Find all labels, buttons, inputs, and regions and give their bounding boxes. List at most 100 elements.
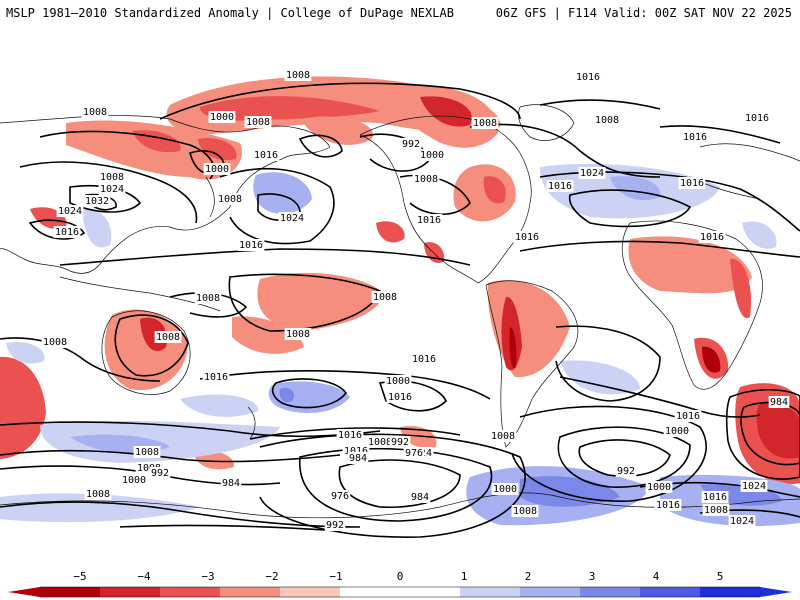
anomaly-antarctic-west [0, 493, 200, 523]
isobar-label-text: 1008 [137, 463, 161, 474]
isobar-label-background [702, 504, 730, 516]
coast-greenland [518, 104, 575, 141]
isobar-antarctic-1008 [119, 524, 341, 532]
isobar-label-background [154, 331, 182, 343]
colorbar-segment-pos3 [580, 587, 641, 597]
isobar-label-text: 1024 [280, 213, 304, 224]
isobar-label-text: 992 [402, 139, 420, 150]
coast-indonesia [59, 276, 221, 312]
colorbar-segment-neg2 [220, 587, 281, 597]
isobar-label: 976 [403, 447, 425, 459]
isobar-label: 1024 [740, 480, 768, 492]
isobar-label-background [674, 410, 702, 422]
isobar-label-background [194, 292, 222, 304]
isobar-siberia-1024 [69, 184, 142, 213]
colorbar-segment-neg5 [40, 587, 101, 597]
anomaly-southern-africa-core [702, 346, 721, 373]
isobar-label-background [491, 483, 519, 495]
isobar-label-text: 992 [391, 437, 409, 448]
isobar-label-text: 1008 [218, 194, 242, 205]
isobar-label-background [578, 167, 606, 179]
model-run-info: 06Z GFS | F114 Valid: 00Z SAT NOV 22 202… [495, 6, 792, 20]
isobar-label-background [593, 114, 621, 126]
coast-australia [101, 310, 191, 395]
colorbar-tick-label: 3 [589, 570, 596, 583]
coastlines [0, 104, 800, 519]
isobar-label: 1016 [252, 149, 280, 161]
isobar-roaring-992-b [259, 433, 526, 538]
colorbar-tick-label: 0 [397, 570, 404, 583]
isobar-label-background [120, 474, 148, 486]
isobar-south-indian-1016 [559, 376, 761, 418]
colorbar-tick-label: 5 [717, 570, 724, 583]
isobar-label-background [98, 171, 126, 183]
isobar-label-background [83, 195, 111, 207]
isobar-label-background [489, 430, 517, 442]
colorbar-tick-label: 4 [653, 570, 660, 583]
isobar-label-background [412, 173, 440, 185]
anomaly-eastern-us [453, 164, 516, 222]
isobar-label-text: 1000 [386, 376, 410, 387]
colorbar-segment-pos4 [640, 587, 701, 597]
isobar-label: 1016 [743, 112, 771, 124]
isobar-label: 1000 [208, 111, 236, 123]
isobar-low-center-976 [338, 459, 461, 509]
isobar-label: 1016 [701, 491, 729, 503]
isobar-tibet-1024 [28, 219, 86, 240]
isobar-europe-1016 [659, 125, 781, 144]
colorbar-tick-label: −4 [137, 570, 151, 583]
isobar-subtropical-high-1024 [271, 378, 347, 409]
isobar-label: 1000 [418, 149, 446, 161]
anomaly-india [82, 208, 112, 248]
coast-new-zealand [247, 406, 256, 440]
isobar-label-background [329, 490, 351, 502]
isobar-label-background [284, 328, 312, 340]
isobar-label: 1016 [698, 231, 726, 243]
isobar-label: 1008 [98, 171, 126, 183]
isobar-label-text: 984 [222, 478, 240, 489]
isobar-label-text: 992 [617, 466, 635, 477]
anomaly-east-pacific [376, 221, 405, 243]
isobar-label: 1000 [491, 483, 519, 495]
isobar-southern-low-1008 [511, 405, 707, 502]
colorbar-segment-neg3 [160, 587, 221, 597]
isobar-central-pacific-1008 [228, 273, 382, 332]
isobar-label-background [371, 291, 399, 303]
isobar-label-text: 1008 [156, 332, 180, 343]
isobar-label-text: 1000 [205, 164, 229, 175]
isobar-label-background [471, 117, 499, 129]
isobar-label-text: 1008 [704, 505, 728, 516]
isobar-label: 1016 [53, 226, 81, 238]
isobar-antarctic-1000 [0, 501, 361, 528]
isobar-label-text: 992 [151, 468, 169, 479]
isobar-label-background [284, 69, 312, 81]
isobar-label-text: 984 [349, 453, 367, 464]
isobar-label-text: 1008 [595, 115, 619, 126]
colorbar-arrow-right [760, 587, 792, 597]
isobar-label-text: 1008 [196, 293, 220, 304]
isobar-arctic-1008 [159, 82, 521, 120]
isobar-label-background [409, 491, 431, 503]
isobar-east-low-992 [725, 389, 800, 480]
isobar-label-text: 1016 [656, 500, 680, 511]
isobar-label-text: 976 [405, 448, 423, 459]
isobar-label-background [663, 425, 691, 437]
isobar-label-background [654, 499, 682, 511]
isobar-label: 992 [615, 465, 637, 477]
isobar-label-background [203, 163, 231, 175]
colorbar-tick-label: −5 [73, 570, 86, 583]
isobar-label-background [681, 131, 709, 143]
isobar-roaring-1000-b [249, 427, 461, 440]
isobar-label-text: 1016 [700, 232, 724, 243]
colorbar-tick-label: −2 [265, 570, 278, 583]
anomaly-canada-core [420, 96, 472, 127]
anomaly-south-pacific [232, 316, 304, 354]
isobar-tropics-1016-east [519, 240, 800, 258]
anomaly-alaska [300, 116, 374, 145]
anomaly-india-ocean [6, 341, 45, 364]
isobar-label-background [645, 481, 673, 493]
map-title: MSLP 1981–2010 Standardized Anomaly | Co… [6, 6, 454, 20]
isobar-label: 1016 [513, 231, 541, 243]
isobar-low-center-984 [299, 447, 493, 522]
contour-labels: 1008101610081000100810001008101610241032… [41, 69, 790, 531]
